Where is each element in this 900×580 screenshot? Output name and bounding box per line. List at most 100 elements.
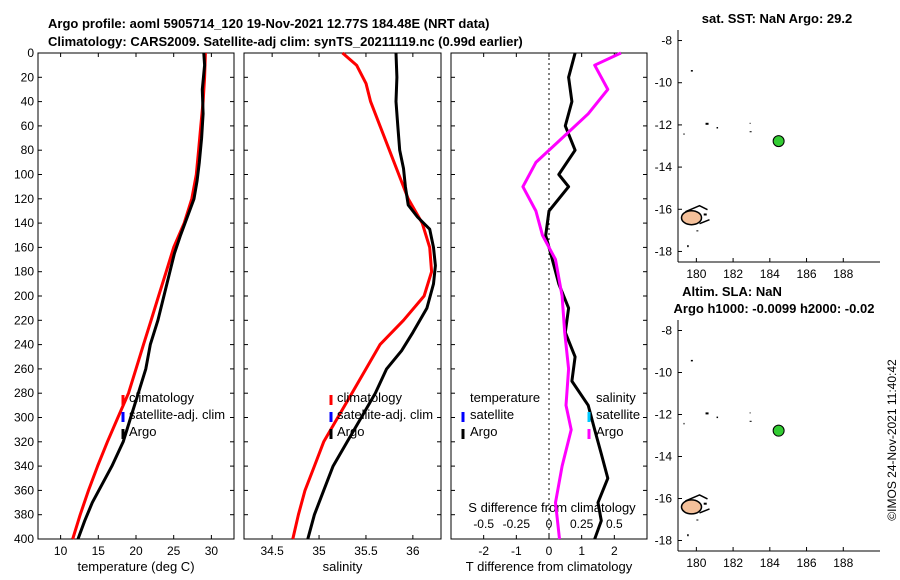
series-line-climatology <box>71 52 207 540</box>
title-line-1: Argo profile: aoml 5905714_120 19-Nov-20… <box>48 16 490 31</box>
panel-frame <box>243 52 442 540</box>
map-x-tick-label: 186 <box>797 267 817 281</box>
series-line-salinity-difference <box>521 51 622 540</box>
map-y-tick-label: -8 <box>661 324 672 338</box>
y-tick-label: 0 <box>27 46 34 60</box>
island <box>683 422 685 425</box>
x-tick-label: 36 <box>406 544 420 558</box>
map-x-tick-label: 182 <box>723 267 743 281</box>
x-axis-label: T difference from climatology <box>466 559 633 574</box>
land-patch <box>680 209 703 226</box>
y-tick-label: 140 <box>14 216 34 230</box>
x2-tick-label: 0.5 <box>606 517 623 531</box>
legend-entry: satellite-adj. clim <box>337 407 433 422</box>
map-y-tick-label: -16 <box>655 202 673 216</box>
island <box>696 230 699 232</box>
y-tick-label: 20 <box>21 70 35 84</box>
legend-entry-right: salinity <box>596 390 636 405</box>
map-y-tick-label: -10 <box>655 76 673 90</box>
x2-tick-label: -0.25 <box>503 517 531 531</box>
series-line-temperature-difference <box>544 52 610 540</box>
map-y-tick-label: -14 <box>655 160 673 174</box>
y-tick-label: 320 <box>14 435 34 449</box>
salinity-panel: 34.5 35 35.5 36 salinity climatology satellite… <box>243 51 442 574</box>
map-x-tick-label: 182 <box>723 556 743 570</box>
sla-map: -8 -10 -12 -14 -16 -18 180 182 184 186 188 <box>655 320 880 570</box>
y-tick-label: 360 <box>14 483 34 497</box>
x2-tick-label: 0 <box>546 517 553 531</box>
y-tick-label: 300 <box>14 411 34 425</box>
x-tick-label: 25 <box>167 544 181 558</box>
island <box>705 122 709 125</box>
x-tick-label: -2 <box>478 544 489 558</box>
y-tick-label: 240 <box>14 338 34 352</box>
x-tick-label: 2 <box>611 544 618 558</box>
x-tick-label: 10 <box>54 544 68 558</box>
x-tick-label: 15 <box>92 544 106 558</box>
y-tick-label: 260 <box>14 362 34 376</box>
island <box>687 245 689 248</box>
difference-panel: -2 -1 0 1 2T difference from climatology -0.5… <box>450 51 648 574</box>
map-x-tick-label: 188 <box>833 267 853 281</box>
land-patch <box>680 499 703 515</box>
temperature-panel: 0 20 40 60 80 100 120 140 160 180 200 220 240 260 280 3… <box>14 46 235 574</box>
x2-tick-label: -0.5 <box>473 517 494 531</box>
y-tick-label: 60 <box>21 119 35 133</box>
map-y-tick-label: -12 <box>655 408 673 422</box>
legend-entry-left: satellite <box>470 407 514 422</box>
map-y-tick-label: -8 <box>661 34 672 48</box>
y-tick-label: 280 <box>14 386 34 400</box>
map-y-tick-label: -18 <box>655 534 673 548</box>
map-x-tick-label: 180 <box>686 267 706 281</box>
sla-title-2: Argo h1000: -0.0099 h2000: -0.02 <box>674 301 875 316</box>
island <box>696 519 699 521</box>
legend-entry-left: Argo <box>470 424 497 439</box>
island <box>749 412 751 414</box>
imos-stamp: ©IMOS 24-Nov-2021 11:40:42 <box>885 359 899 521</box>
series-line-Argo <box>76 52 207 540</box>
y-tick-label: 40 <box>21 95 35 109</box>
y-tick-label: 160 <box>14 240 34 254</box>
map-x-tick-label: 180 <box>686 556 706 570</box>
x-tick-label: 35.5 <box>354 544 378 558</box>
coastline <box>685 494 710 514</box>
x-axis-label: temperature (deg C) <box>77 559 194 574</box>
series-line-Argo <box>306 52 437 540</box>
y-tick-label: 100 <box>14 168 34 182</box>
panel-frame <box>37 52 235 540</box>
sst-title: sat. SST: NaN Argo: 29.2 <box>702 11 853 26</box>
island <box>690 359 693 362</box>
x2-axis-label: S difference from climatology <box>468 500 636 515</box>
island <box>749 122 751 124</box>
title-line-2: Climatology: CARS2009. Satellite-adj cli… <box>48 34 523 49</box>
panel-frame <box>450 52 648 540</box>
x-tick-label: 1 <box>578 544 585 558</box>
x-tick-label: 30 <box>205 544 219 558</box>
x-tick-label: 35 <box>312 544 326 558</box>
map-y-tick-label: -14 <box>655 450 673 464</box>
x-tick-label: 0 <box>546 544 553 558</box>
legend-entry-right: satellite <box>596 407 640 422</box>
island <box>703 213 707 216</box>
island <box>705 412 709 415</box>
x2-tick-label: 0.25 <box>570 517 594 531</box>
island <box>749 131 752 133</box>
legend-entry: climatology <box>129 390 195 405</box>
y-tick-label: 120 <box>14 192 34 206</box>
map-y-tick-label: -10 <box>655 366 673 380</box>
x-tick-label: 34.5 <box>260 544 284 558</box>
y-tick-label: 80 <box>21 143 35 157</box>
y-tick-label: 340 <box>14 459 34 473</box>
legend-entry: climatology <box>337 390 403 405</box>
legend-entry: Argo <box>129 424 156 439</box>
map-y-tick-label: -18 <box>655 244 673 258</box>
series-line-climatology <box>291 51 434 540</box>
x-tick-label: -1 <box>511 544 522 558</box>
legend-entry-left: temperature <box>470 390 540 405</box>
x-axis-label: salinity <box>323 559 363 574</box>
sla-title-1: Altim. SLA: NaN <box>682 284 782 299</box>
island <box>690 70 693 72</box>
map-y-tick-label: -12 <box>655 118 673 132</box>
legend-entry-right: Argo <box>596 424 623 439</box>
